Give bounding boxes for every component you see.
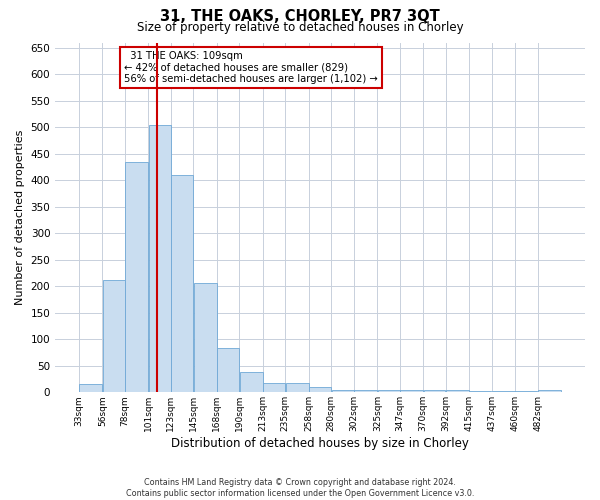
Bar [263,383,285,392]
Bar [538,390,561,392]
X-axis label: Distribution of detached houses by size in Chorley: Distribution of detached houses by size … [171,437,469,450]
Bar [194,282,217,393]
Bar [354,390,377,392]
Bar [492,391,515,392]
Bar [377,390,400,392]
Text: Size of property relative to detached houses in Chorley: Size of property relative to detached ho… [137,21,463,34]
Bar [400,390,423,392]
Bar [309,387,331,392]
Bar [446,390,469,392]
Bar [332,390,353,392]
Bar [103,280,125,392]
Text: Contains HM Land Registry data © Crown copyright and database right 2024.
Contai: Contains HM Land Registry data © Crown c… [126,478,474,498]
Bar [217,348,239,393]
Bar [125,162,148,392]
Bar [515,391,538,392]
Bar [286,383,308,392]
Text: 31, THE OAKS, CHORLEY, PR7 3QT: 31, THE OAKS, CHORLEY, PR7 3QT [160,9,440,24]
Y-axis label: Number of detached properties: Number of detached properties [15,130,25,305]
Bar [424,390,445,392]
Bar [469,390,491,392]
Bar [149,124,170,392]
Bar [239,372,263,392]
Text: 31 THE OAKS: 109sqm  
← 42% of detached houses are smaller (829)
56% of semi-det: 31 THE OAKS: 109sqm ← 42% of detached ho… [124,51,378,84]
Bar [79,384,102,392]
Bar [171,175,193,392]
